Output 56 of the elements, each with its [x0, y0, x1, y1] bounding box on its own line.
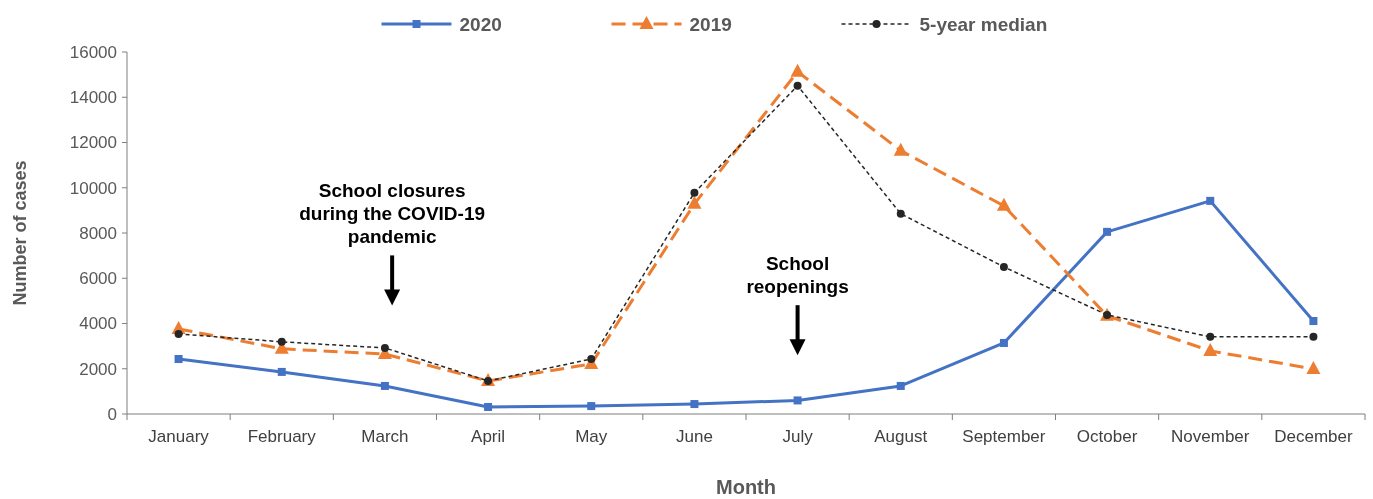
- point: [896, 209, 905, 218]
- y-tick-label: 14000: [69, 88, 117, 108]
- point: [999, 338, 1008, 347]
- point: [996, 197, 1011, 211]
- point: [1203, 342, 1218, 356]
- x-tick-label: December: [1274, 427, 1353, 446]
- annotation: School closures during the COVID-19 pandemic: [299, 180, 486, 248]
- point: [587, 355, 596, 364]
- y-tick-label: 6000: [79, 269, 117, 289]
- point: [687, 195, 702, 209]
- point: [380, 343, 389, 352]
- point: [690, 188, 699, 197]
- x-tick-label: June: [675, 427, 713, 446]
- legend-label: 5-year median: [919, 13, 1048, 35]
- point: [793, 396, 802, 405]
- y-tick-label: 16000: [69, 42, 117, 62]
- point: [1103, 227, 1112, 236]
- y-tick-label: 4000: [79, 314, 117, 334]
- x-axis-title: Month: [716, 476, 776, 498]
- point: [174, 329, 183, 338]
- x-tick-label: February: [247, 427, 317, 446]
- annotation: School reopenings: [746, 253, 849, 298]
- y-tick-label: 12000: [69, 133, 117, 153]
- x-tick-label: September: [962, 427, 1046, 446]
- x-tick-label: April: [471, 427, 506, 446]
- point: [1206, 332, 1215, 341]
- point: [277, 367, 286, 376]
- y-tick-label: 8000: [79, 223, 117, 243]
- x-tick-label: March: [361, 427, 409, 446]
- point: [793, 81, 802, 90]
- y-tick-label: 10000: [69, 178, 117, 198]
- point: [690, 400, 699, 409]
- point: [1306, 360, 1321, 374]
- point: [790, 63, 805, 77]
- x-tick-label: October: [1076, 427, 1138, 446]
- x-tick-label: November: [1171, 427, 1250, 446]
- point: [174, 355, 183, 364]
- point: [380, 381, 389, 390]
- x-tick-label: July: [782, 427, 814, 446]
- legend-label: 2020: [459, 13, 502, 35]
- point: [1309, 317, 1318, 326]
- point: [999, 262, 1008, 271]
- point: [484, 402, 493, 411]
- y-axis-title: Number of cases: [10, 160, 30, 306]
- x-tick-label: August: [874, 427, 928, 446]
- point: [896, 381, 905, 390]
- point: [893, 142, 908, 156]
- x-tick-label: January: [148, 427, 210, 446]
- point: [1206, 196, 1215, 205]
- y-tick-label: 0: [107, 404, 117, 424]
- y-tick-label: 2000: [79, 359, 117, 379]
- point: [277, 337, 286, 346]
- point: [1309, 332, 1318, 341]
- point: [587, 402, 596, 411]
- x-tick-label: May: [575, 427, 608, 446]
- legend-label: 2019: [689, 13, 732, 35]
